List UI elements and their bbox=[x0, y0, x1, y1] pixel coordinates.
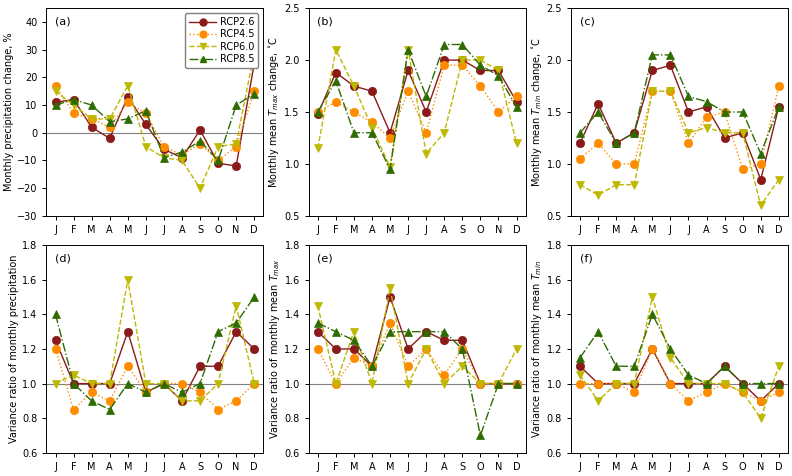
Y-axis label: Monthly precipitation change, %: Monthly precipitation change, % bbox=[4, 33, 14, 191]
Legend: RCP2.6, RCP4.5, RCP6.0, RCP8.5: RCP2.6, RCP4.5, RCP6.0, RCP8.5 bbox=[185, 13, 258, 68]
Text: (d): (d) bbox=[55, 253, 71, 263]
Y-axis label: Monthly mean $T_{min}$ change, $^{\circ}$C: Monthly mean $T_{min}$ change, $^{\circ}… bbox=[530, 37, 544, 187]
Text: (f): (f) bbox=[580, 253, 592, 263]
Text: (c): (c) bbox=[580, 17, 595, 27]
Y-axis label: Variance ratio of monthly mean $T_{max}$: Variance ratio of monthly mean $T_{max}$ bbox=[268, 258, 282, 439]
Y-axis label: Variance ratio of monthly precipitation: Variance ratio of monthly precipitation bbox=[10, 255, 19, 443]
Text: (b): (b) bbox=[318, 17, 333, 27]
Text: (a): (a) bbox=[55, 17, 70, 27]
Y-axis label: Variance ratio of monthly mean $T_{min}$: Variance ratio of monthly mean $T_{min}$ bbox=[530, 260, 544, 438]
Y-axis label: Monthly mean $T_{max}$ change, $^{\circ}$C: Monthly mean $T_{max}$ change, $^{\circ}… bbox=[268, 36, 281, 188]
Text: (e): (e) bbox=[318, 253, 333, 263]
